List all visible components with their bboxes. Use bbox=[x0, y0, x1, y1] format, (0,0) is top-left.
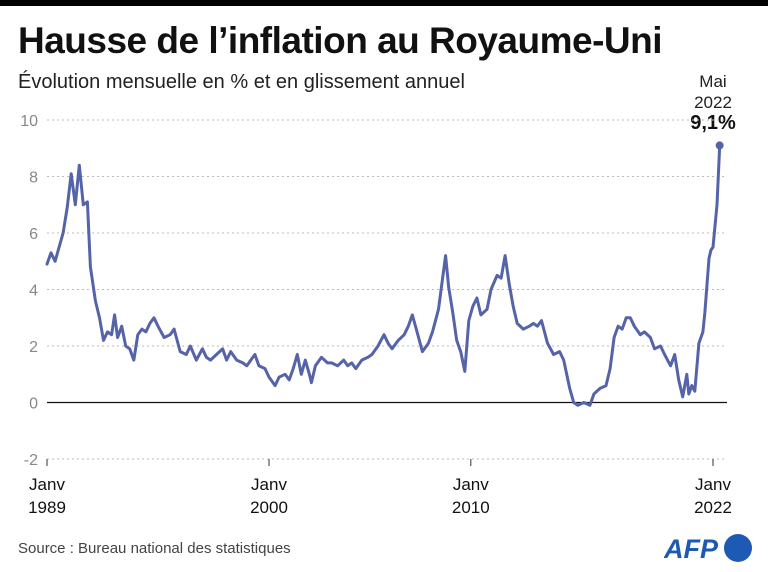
x-tick-label: Janv bbox=[695, 475, 731, 494]
x-tick-label: 2010 bbox=[452, 498, 490, 517]
y-tick-label: -2 bbox=[24, 452, 38, 469]
y-tick-label: 2 bbox=[29, 339, 38, 356]
latest-point-marker bbox=[715, 141, 724, 150]
top-rule bbox=[0, 0, 768, 6]
y-axis-ticks: -2 0 2 4 6 8 10 bbox=[20, 113, 38, 469]
annotation-year: 2022 bbox=[694, 93, 732, 112]
afp-logo-text: AFP bbox=[664, 534, 719, 563]
y-tick-label: 6 bbox=[29, 226, 38, 243]
annotation-month: Mai bbox=[699, 72, 727, 91]
x-tick-label: 2022 bbox=[694, 498, 732, 517]
x-tick-label: 1989 bbox=[28, 498, 66, 517]
annotation-value: 9,1% bbox=[690, 112, 736, 134]
x-tick-label: Janv bbox=[453, 475, 489, 494]
series-group bbox=[45, 141, 724, 407]
latest-value-annotation: Mai 2022 9,1% bbox=[678, 71, 748, 134]
x-tick-label: 2000 bbox=[250, 498, 288, 517]
series-line bbox=[45, 143, 722, 407]
y-tick-label: 0 bbox=[29, 396, 38, 413]
y-tick-label: 8 bbox=[29, 170, 38, 187]
x-tick-label: Janv bbox=[29, 475, 65, 494]
y-tick-label: 4 bbox=[29, 283, 38, 300]
x-tick-label: Janv bbox=[251, 475, 287, 494]
source-note: Source : Bureau national des statistique… bbox=[18, 540, 291, 557]
chart-subtitle: Évolution mensuelle en % et en glissemen… bbox=[18, 71, 465, 93]
y-tick-label: 10 bbox=[20, 113, 38, 130]
gridlines bbox=[47, 119, 727, 460]
chart-title: Hausse de l’inflation au Royaume-Uni bbox=[18, 20, 663, 61]
afp-logo: AFP bbox=[664, 534, 752, 563]
afp-logo-circle-icon bbox=[724, 534, 752, 562]
x-axis-ticks: Janv 1989 Janv 2000 Janv 2010 Janv 2022 bbox=[28, 459, 732, 517]
